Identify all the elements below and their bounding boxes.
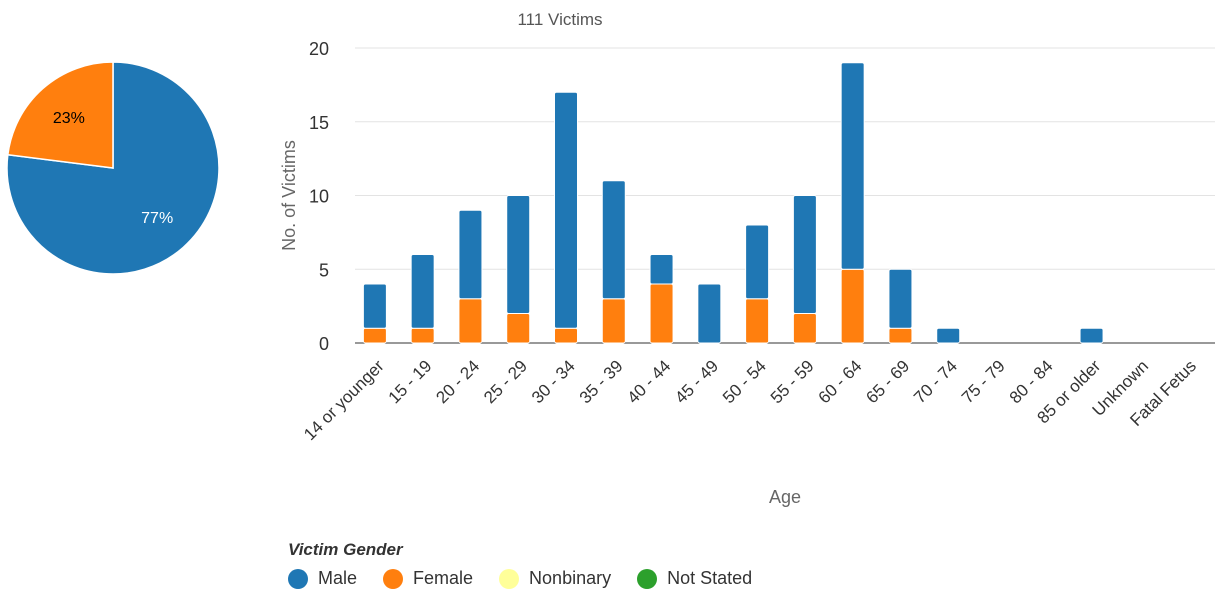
- bar-male[interactable]: [888, 268, 913, 329]
- legend-swatch-male: [288, 568, 308, 589]
- x-tick-label: 70 - 74: [910, 356, 961, 407]
- bar-male[interactable]: [745, 224, 770, 300]
- legend-item-not-stated[interactable]: Not Stated: [637, 568, 752, 589]
- bar-female[interactable]: [745, 298, 770, 344]
- bar-male[interactable]: [792, 195, 817, 314]
- bar-male[interactable]: [554, 91, 578, 329]
- legend-swatch-not-stated: [637, 568, 658, 589]
- bar-female[interactable]: [840, 268, 865, 344]
- age-bar-chart: 0 5 10 15 20 111 Victims No. of Victims Age 14 o…: [279, 10, 1215, 507]
- chart-title: 111 Victims: [517, 10, 602, 29]
- pie-label-male: 77%: [141, 210, 173, 227]
- bar-male[interactable]: [840, 62, 865, 270]
- y-tick-label: 5: [319, 260, 329, 280]
- bar-male[interactable]: [649, 254, 674, 285]
- bar-male[interactable]: [936, 327, 961, 344]
- legend-item-male[interactable]: Male: [288, 568, 357, 589]
- x-tick-label: 45 - 49: [671, 356, 722, 407]
- x-axis-label: Age: [769, 487, 801, 507]
- x-tick-label: 75 - 79: [958, 356, 1009, 407]
- legend: Victim Gender Male Female Nonbinary Not …: [288, 540, 778, 589]
- y-tick-label: 20: [309, 39, 329, 59]
- gender-pie-chart: 77% 23%: [6, 61, 220, 275]
- legend-swatch-nonbinary: [499, 568, 520, 589]
- bar-female[interactable]: [362, 327, 387, 344]
- y-axis-label: No. of Victims: [279, 140, 299, 251]
- pie-slice-female[interactable]: [6, 61, 114, 169]
- bar-female[interactable]: [649, 283, 674, 344]
- pie-label-female: 23%: [53, 110, 85, 127]
- y-tick-label: 0: [319, 334, 329, 354]
- x-tick-label: 35 - 39: [576, 356, 627, 407]
- x-tick-label: 40 - 44: [624, 356, 675, 407]
- legend-label-female: Female: [413, 568, 474, 588]
- legend-label-male: Male: [318, 568, 358, 588]
- bar-female[interactable]: [410, 327, 435, 344]
- bar-male[interactable]: [601, 180, 626, 300]
- x-tick-label: 60 - 64: [815, 356, 866, 407]
- bar-female[interactable]: [888, 327, 913, 344]
- bar-male[interactable]: [697, 283, 722, 344]
- bar-female[interactable]: [792, 313, 817, 344]
- x-tick-label: 55 - 59: [767, 356, 818, 407]
- x-tick-label: 50 - 54: [719, 356, 770, 407]
- bar-female[interactable]: [506, 313, 531, 344]
- bar-female[interactable]: [458, 298, 483, 344]
- bar-male[interactable]: [458, 209, 483, 300]
- legend-swatch-female: [383, 568, 404, 589]
- x-tick-label: 14 or younger: [300, 356, 388, 444]
- bar-female[interactable]: [554, 327, 578, 344]
- bar-male[interactable]: [362, 283, 387, 329]
- x-tick-label: 25 - 29: [480, 356, 531, 407]
- legend-item-female[interactable]: Female: [383, 568, 473, 589]
- x-tick-label: 30 - 34: [528, 356, 579, 407]
- legend-label-not-stated: Not Stated: [667, 568, 753, 588]
- legend-item-nonbinary[interactable]: Nonbinary: [499, 568, 611, 589]
- bar-female[interactable]: [601, 298, 626, 344]
- x-tick-label: 65 - 69: [862, 356, 913, 407]
- y-tick-label: 15: [309, 113, 329, 133]
- x-tick-label: 15 - 19: [385, 356, 436, 407]
- bar-male[interactable]: [1079, 327, 1104, 344]
- legend-label-nonbinary: Nonbinary: [529, 568, 612, 588]
- y-tick-label: 10: [309, 187, 329, 207]
- bar-male[interactable]: [506, 195, 531, 314]
- x-tick-label: 20 - 24: [432, 356, 483, 407]
- legend-title: Victim Gender: [288, 540, 403, 559]
- bar-male[interactable]: [410, 254, 435, 329]
